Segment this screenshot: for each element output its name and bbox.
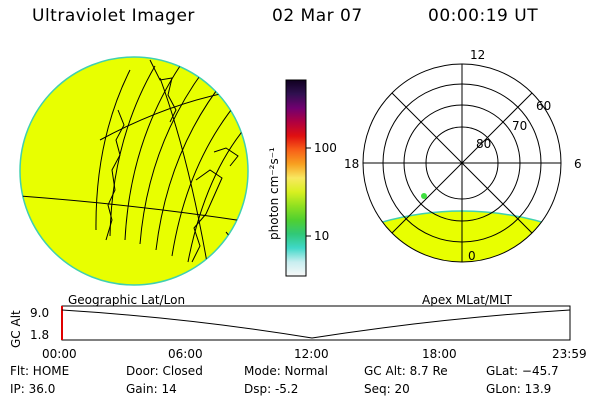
timeline-xtick-1: 06:00 <box>168 347 203 361</box>
timeline-xtick-4: 23:59 <box>552 347 587 361</box>
timeline-box <box>61 305 571 341</box>
status-flt: Flt: HOME <box>10 364 70 378</box>
timeline-xtick-0: 00:00 <box>42 347 77 361</box>
colorbar-label-100: 100 <box>314 141 337 155</box>
date-label: 02 Mar 07 <box>272 6 363 26</box>
status-door: Door: Closed <box>126 364 203 378</box>
time-label: 00:00:19 UT <box>428 6 539 26</box>
status-mode: Mode: Normal <box>244 364 328 378</box>
polar-plot: 80 70 60 12 18 6 0 <box>344 48 582 263</box>
polar-point <box>421 193 427 199</box>
timeline-right-label: Apex MLat/MLT <box>422 293 512 307</box>
timeline-xtick-2: 12:00 <box>294 347 329 361</box>
timeline-ytick-low: 1.8 <box>30 328 49 342</box>
timeline-left-label: Geographic Lat/Lon <box>68 293 185 307</box>
globe-disk <box>19 56 249 286</box>
timeline-panel: Geographic Lat/Lon Apex MLat/MLT GC Alt … <box>9 293 587 361</box>
status-ip: IP: 36.0 <box>10 382 56 396</box>
colorbar-rect <box>285 79 307 277</box>
mlt-label-0: 0 <box>468 249 476 263</box>
ring-label-70: 70 <box>512 119 527 133</box>
colorbar-label-10: 10 <box>314 229 329 243</box>
mlt-label-18: 18 <box>344 157 359 171</box>
altitude-curve <box>61 309 571 339</box>
polar-diagonal-2 <box>391 92 533 234</box>
colorbar-unit: photon cm⁻²s⁻¹ <box>267 147 281 240</box>
colorbar: 100 10 photon cm⁻²s⁻¹ <box>267 79 337 277</box>
instrument-title: Ultraviolet Imager <box>32 6 195 26</box>
geographic-image <box>19 56 249 286</box>
status-dsp: Dsp: -5.2 <box>244 382 299 396</box>
timeline-axis-title: GC Alt <box>9 310 23 348</box>
status-glat: GLat: −45.7 <box>486 364 559 378</box>
ring-label-80: 80 <box>476 137 491 151</box>
timeline-ytick-high: 9.0 <box>30 306 49 320</box>
mlt-label-6: 6 <box>574 157 582 171</box>
status-gcalt: GC Alt: 8.7 Re <box>364 364 448 378</box>
status-glon: GLon: 13.9 <box>486 382 552 396</box>
status-gain: Gain: 14 <box>126 382 177 396</box>
timeline-xtick-3: 18:00 <box>422 347 457 361</box>
ring-label-60: 60 <box>536 99 551 113</box>
mlt-label-12: 12 <box>470 48 485 62</box>
status-seq: Seq: 20 <box>364 382 410 396</box>
